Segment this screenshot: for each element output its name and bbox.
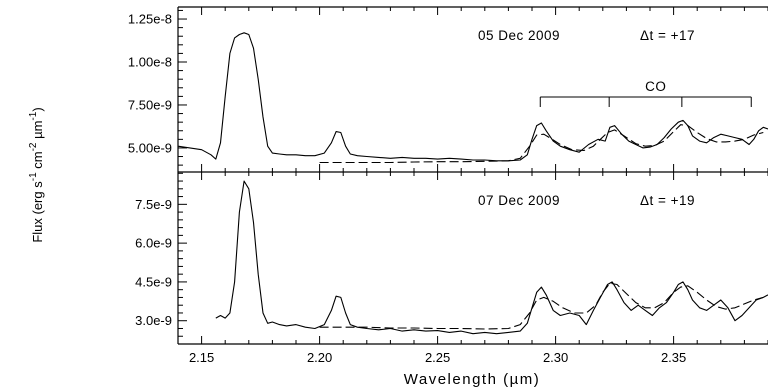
y-axis-title: Flux (erg s-1 cm-2 µm-1) [28, 107, 45, 242]
y-tick-label: 7.50e-9 [128, 97, 172, 112]
y-axis-title-exponent: -1 [28, 172, 39, 181]
y-axis-title-segment: ) [30, 107, 45, 111]
panel-1: 1.25e-8 1.00e-8 7.50e-9 5.00e-9 05 Dec 2009 Δ… [128, 7, 768, 172]
y-axis-title-segment: cm [30, 151, 45, 172]
y-tick-label: 1.25e-8 [128, 12, 172, 27]
co-band-label: CO [645, 79, 666, 94]
x-axis-title: Wavelength (µm) [404, 371, 540, 388]
x-tick-label: 2.20 [307, 350, 332, 365]
y-axis-title-exponent: -2 [28, 142, 39, 151]
y-axis-title-segment: µm [30, 121, 45, 143]
y-tick-label: 7.5e-9 [135, 197, 172, 212]
y-axis-title-segment: Flux (erg s [30, 181, 45, 243]
x-axis: 2.15 2.20 2.25 2.30 2.35 [189, 350, 686, 365]
plot-frame [177, 6, 768, 345]
model-spectrum-line [319, 282, 764, 330]
y-tick-label: 5.00e-9 [128, 140, 172, 155]
plot-panels: 1.25e-8 1.00e-8 7.50e-9 5.00e-9 05 Dec 2009 Δ… [128, 7, 768, 345]
panel-2: 7.5e-9 6.0e-9 4.5e-9 3.0e-9 07 Dec 2009 Δt = … [135, 172, 768, 345]
y-tick-label: 3.0e-9 [135, 313, 172, 328]
panel-date-label: 05 Dec 2009 [478, 28, 560, 43]
x-tick-label: 2.30 [543, 350, 568, 365]
y-tick-label: 6.0e-9 [135, 236, 172, 251]
y-axis-title-text: Flux (erg s-1 cm-2 µm-1) [28, 107, 45, 242]
x-tick-label: 2.15 [189, 350, 214, 365]
x-tick-label: 2.35 [661, 350, 686, 365]
y-axis-title-exponent: -1 [28, 111, 39, 120]
observed-spectrum-line [215, 180, 768, 335]
panel-delta-t-label: Δt = +17 [640, 28, 695, 43]
panel-date-label: 07 Dec 2009 [478, 193, 560, 208]
x-tick-label: 2.25 [425, 350, 450, 365]
model-spectrum-line [319, 124, 764, 164]
y-tick-label: 4.5e-9 [135, 274, 172, 289]
y-tick-label: 1.00e-8 [128, 55, 172, 70]
panel-delta-t-label: Δt = +19 [640, 193, 695, 208]
